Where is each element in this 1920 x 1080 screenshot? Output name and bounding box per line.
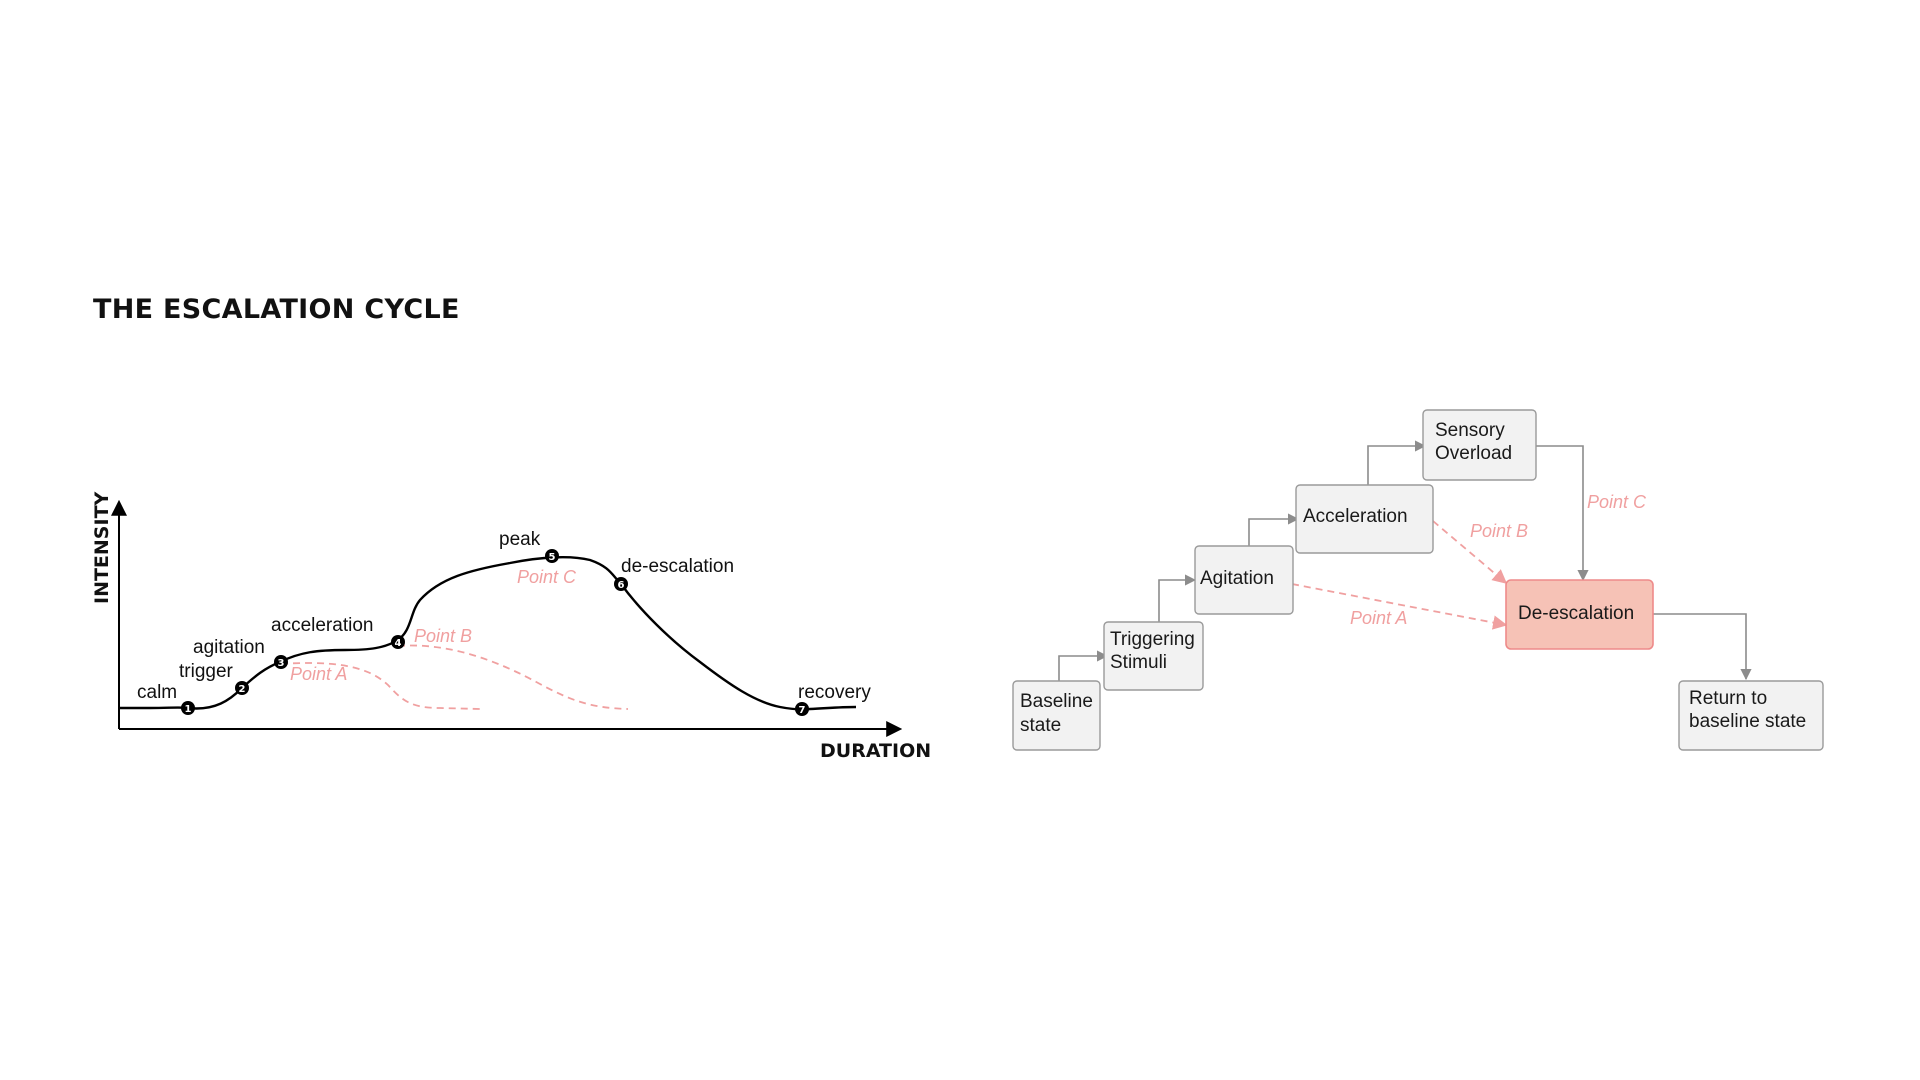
- point-a-path: [280, 662, 481, 710]
- flow-point-b-label: Point B: [1470, 521, 1528, 541]
- node-text: state: [1020, 715, 1061, 736]
- node-text: De-escalation: [1518, 603, 1634, 624]
- stage-label-calm: calm: [137, 682, 177, 703]
- node-text: Overload: [1435, 443, 1512, 464]
- stage-label-trigger: trigger: [179, 661, 234, 682]
- point-c-label: Point C: [517, 567, 577, 587]
- node-agitation: Agitation: [1194, 545, 1294, 615]
- page-title: THE ESCALATION CYCLE: [93, 294, 460, 325]
- stage-marker-6: 6: [614, 577, 628, 591]
- node-text: Return to: [1689, 688, 1767, 709]
- stage-marker-3: 3: [274, 655, 288, 669]
- stage-marker-4: 4: [391, 635, 405, 649]
- flow-point-a-label: Point A: [1350, 608, 1407, 628]
- stage-marker-5: 5: [545, 549, 559, 563]
- stage-label-peak: peak: [499, 529, 541, 550]
- node-de-escalation: De-escalation: [1505, 579, 1654, 650]
- point-b-path: [397, 644, 629, 710]
- point-b-label: Point B: [414, 626, 472, 646]
- node-text: baseline state: [1689, 711, 1806, 732]
- stage-number: 6: [618, 580, 625, 591]
- connector-acceleration-sensory: [1367, 440, 1427, 485]
- node-text: Agitation: [1200, 568, 1274, 589]
- point-a-arrow: [1291, 583, 1508, 630]
- stage-number: 2: [239, 684, 246, 695]
- stage-number: 5: [549, 552, 556, 563]
- y-axis-label: INTENSITY: [91, 491, 113, 604]
- connector-agitation-acceleration: [1248, 513, 1300, 546]
- node-baseline-state: Baseline state: [1012, 680, 1101, 751]
- stage-label-acceleration: acceleration: [271, 615, 373, 636]
- connector-triggering-agitation: [1158, 574, 1197, 622]
- node-text: Stimuli: [1110, 652, 1167, 673]
- node-sensory-overload: Sensory Overload: [1422, 409, 1537, 481]
- stage-label-recovery: recovery: [798, 682, 871, 703]
- x-axis-label: DURATION: [820, 740, 931, 762]
- stage-number: 3: [278, 658, 285, 669]
- node-return-to-baseline: Return to baseline state: [1678, 680, 1824, 751]
- escalation-chart: INTENSITY DURATION 1 2 3 4 5 6: [91, 491, 931, 762]
- stage-label-de-escalation: de-escalation: [621, 556, 734, 577]
- node-text: Triggering: [1110, 629, 1195, 650]
- stage-number: 4: [395, 638, 402, 649]
- flow-point-c-label: Point C: [1587, 492, 1647, 512]
- stage-marker-7: 7: [795, 702, 809, 716]
- node-text: Sensory: [1435, 420, 1505, 441]
- stage-label-agitation: agitation: [193, 637, 265, 658]
- connector-baseline-triggering: [1058, 650, 1109, 681]
- node-acceleration: Acceleration: [1295, 484, 1434, 554]
- point-b-arrow: [1432, 520, 1508, 584]
- node-text: Acceleration: [1303, 506, 1408, 527]
- connector-deescalation-return: [1652, 613, 1752, 681]
- connector-sensory-deescalation: [1535, 445, 1589, 582]
- escalation-curve: [119, 555, 857, 711]
- stage-marker-2: 2: [235, 681, 249, 695]
- flowchart: Point A Point B Point C Baseline state T…: [1012, 409, 1824, 751]
- point-a-label: Point A: [290, 664, 347, 684]
- node-triggering-stimuli: Triggering Stimuli: [1103, 621, 1204, 691]
- stage-number: 7: [799, 705, 806, 716]
- stage-number: 1: [185, 704, 192, 715]
- stage-marker-1: 1: [181, 701, 195, 715]
- node-text: Baseline: [1020, 691, 1093, 712]
